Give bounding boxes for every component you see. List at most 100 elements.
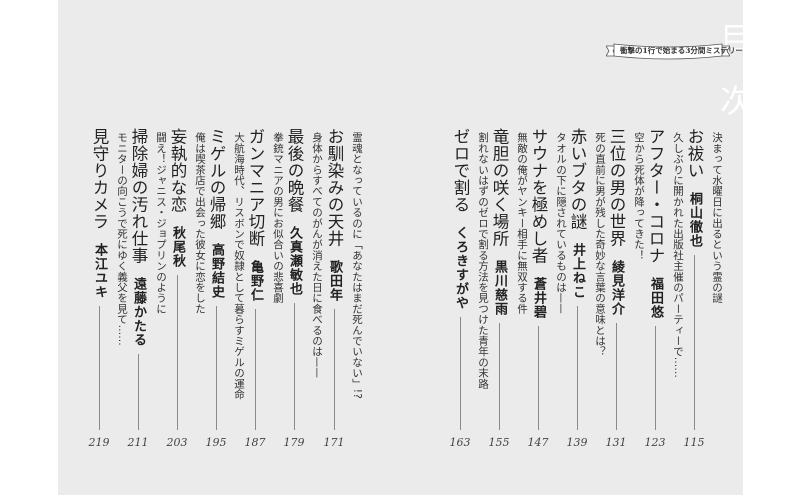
entry-title-column: 竜胆の咲く場所 黒川慈雨 <box>488 128 510 430</box>
page-number: 187 <box>244 436 266 449</box>
entry-title[interactable]: ゼロで割る <box>451 128 470 213</box>
toc-entry[interactable]: 決まって水曜日に出るという霊の謎 お祓い 桐山徹也 <box>683 128 723 430</box>
page-background <box>58 0 743 495</box>
entry-subtitle: 大航海時代、リスボンで奴隷として暮らすミゲルの運命 <box>233 132 245 400</box>
entry-title[interactable]: ミゲルの帰郷 <box>207 128 226 230</box>
page-number: 219 <box>88 436 110 449</box>
toc-entry[interactable]: 霊魂となっているのに「あなたはまだ死んでいない」!? お馴染みの天井 歌田年 <box>323 128 363 430</box>
entry-title-column: ミゲルの帰郷 高野結史 <box>205 128 227 430</box>
leader-line <box>615 323 617 430</box>
entry-title-column: 妄執的な恋 秋尾秋 <box>166 128 188 430</box>
entry-title-column: 最後の晩餐 久真瀬敏也 <box>283 128 305 430</box>
entry-title-column: サウナを極めし者 蒼井碧 <box>527 128 549 430</box>
entry-title[interactable]: お祓い <box>685 128 704 179</box>
leader-line <box>537 326 539 430</box>
entry-title[interactable]: 見守りカメラ <box>90 128 109 230</box>
entry-title[interactable]: お馴染みの天井 <box>325 128 344 247</box>
entry-subtitle: 空から死体が降ってきた！ <box>633 132 645 261</box>
entry-author: 福田悠 <box>648 277 663 319</box>
entry-author: 綾見洋介 <box>609 260 624 316</box>
ribbon-banner: 衝撃の1行で始まる3分間ミステリー <box>606 42 743 60</box>
entry-title[interactable]: 竜胆の咲く場所 <box>490 128 509 247</box>
leader-line <box>333 309 335 430</box>
leader-line <box>576 306 578 430</box>
toc-entry[interactable]: 拳銃マニアの男にお似合いの悲喜劇 ガンマニア切断 亀野仁 <box>244 128 284 430</box>
entry-subtitle: 拳銃マニアの男にお似合いの悲喜劇 <box>272 132 284 304</box>
entry-author: 遠藤かたる <box>131 277 146 347</box>
entry-author: 本江ユキ <box>92 243 107 299</box>
leader-line <box>254 309 256 430</box>
banner-text: 衝撃の1行で始まる3分間ミステリー <box>620 46 743 55</box>
page-number: 211 <box>127 436 149 449</box>
entry-author: 蒼井碧 <box>531 277 546 319</box>
heading-char-2: 次 <box>720 82 753 120</box>
page-number: 171 <box>323 436 345 449</box>
toc-entry[interactable]: 大航海時代、リスボンで奴隷として暮らすミゲルの運命 ミゲルの帰郷 高野結史 <box>205 128 245 430</box>
leader-line <box>498 323 500 430</box>
page-number: 147 <box>527 436 549 449</box>
entry-title-column: ゼロで割る くろきすがや <box>449 128 471 430</box>
leader-line <box>215 306 217 430</box>
toc-entry[interactable]: 久しぶりに開かれた出版社主催のパーティーで…… アフター・コロナ 福田悠 <box>644 128 684 430</box>
entry-title-column: ガンマニア切断 亀野仁 <box>244 128 266 430</box>
page-number: 123 <box>644 436 666 449</box>
ribbon-icon <box>606 43 730 60</box>
entry-title-column: お祓い 桐山徹也 <box>683 128 705 430</box>
entry-title[interactable]: 最後の晩餐 <box>285 128 304 213</box>
entry-author: 黒川慈雨 <box>492 260 507 316</box>
entry-title-column: お馴染みの天井 歌田年 <box>323 128 345 430</box>
entry-subtitle: 闘え！ジャニス・ジョプリンのように <box>155 132 167 314</box>
toc-entry[interactable]: 空から死体が降ってきた！ 三位の男の世界 綾見洋介 <box>605 128 645 430</box>
entry-subtitle: 久しぶりに開かれた出版社主催のパーティーで…… <box>672 132 684 379</box>
entry-author: 桐山徹也 <box>687 192 702 248</box>
entry-subtitle: 決まって水曜日に出るという霊の謎 <box>711 132 723 304</box>
entry-title-column: 赤いブタの謎 井上ねこ <box>566 128 588 430</box>
toc-entry[interactable]: 割れないはずのゼロで割る方法を見つけた青年の末路 ゼロで割る くろきすがや <box>449 128 489 430</box>
page-number: 131 <box>605 436 627 449</box>
leader-line <box>137 354 139 430</box>
entry-subtitle: 死の直前に男が残した奇妙な言葉の意味とは？ <box>594 132 606 357</box>
toc-entry[interactable]: 闘え！ジャニス・ジョプリンのように 掃除婦の汚れ仕事 遠藤かたる <box>127 128 167 430</box>
entry-subtitle: 身体からすべてのがんが消えた日に食べるのは—— <box>311 132 323 379</box>
entry-title[interactable]: 掃除婦の汚れ仕事 <box>129 128 148 264</box>
entry-author: 亀野仁 <box>248 260 263 302</box>
entry-title-column: 掃除婦の汚れ仕事 遠藤かたる <box>127 128 149 430</box>
entry-title[interactable]: ガンマニア切断 <box>246 128 265 247</box>
leader-line <box>459 317 461 430</box>
entry-title[interactable]: 三位の男の世界 <box>607 128 626 247</box>
leader-line <box>176 275 178 430</box>
toc-entry[interactable]: 俺は喫茶店で出会った彼女に恋をした 妄執的な恋 秋尾秋 <box>166 128 206 430</box>
entry-subtitle: 無敵の俺がヤンキー相手に無双する件 <box>516 132 528 314</box>
entry-title-column: アフター・コロナ 福田悠 <box>644 128 666 430</box>
page-number: 163 <box>449 436 471 449</box>
entry-subtitle: 霊魂となっているのに「あなたはまだ死んでいない」!? <box>351 132 363 399</box>
page-number: 179 <box>283 436 305 449</box>
entry-author: 高野結史 <box>209 243 224 299</box>
page-number: 139 <box>566 436 588 449</box>
toc-entry[interactable]: 死の直前に男が残した奇妙な言葉の意味とは？ 赤いブタの謎 井上ねこ <box>566 128 606 430</box>
entry-subtitle: 俺は喫茶店で出会った彼女に恋をした <box>194 132 206 314</box>
toc-entry[interactable]: 無敵の俺がヤンキー相手に無双する件 竜胆の咲く場所 黒川慈雨 <box>488 128 528 430</box>
entry-author: 井上ねこ <box>570 243 585 299</box>
toc-entry[interactable]: モニターの向こうで死にゆく義父を見て…… 見守りカメラ 本江ユキ <box>88 128 128 430</box>
entry-subtitle: タオルの下に隠されているものは—— <box>555 132 567 314</box>
entry-subtitle: モニターの向こうで死にゆく義父を見て…… <box>116 132 128 346</box>
leader-line <box>293 303 295 430</box>
entry-title[interactable]: 妄執的な恋 <box>168 128 187 213</box>
entry-title-column: 見守りカメラ 本江ユキ <box>88 128 110 430</box>
leader-line <box>654 326 656 430</box>
entry-title-column: 三位の男の世界 綾見洋介 <box>605 128 627 430</box>
entry-author: くろきすがや <box>453 226 468 310</box>
entry-subtitle: 割れないはずのゼロで割る方法を見つけた青年の末路 <box>477 132 489 389</box>
entry-title[interactable]: 赤いブタの謎 <box>568 128 587 230</box>
page-number: 203 <box>166 436 188 449</box>
page-number: 155 <box>488 436 510 449</box>
page-number: 195 <box>205 436 227 449</box>
toc-entry[interactable]: タオルの下に隠されているものは—— サウナを極めし者 蒼井碧 <box>527 128 567 430</box>
entry-author: 秋尾秋 <box>170 226 185 268</box>
page-number: 115 <box>683 436 705 449</box>
toc-entry[interactable]: 身体からすべてのがんが消えた日に食べるのは—— 最後の晩餐 久真瀬敏也 <box>283 128 323 430</box>
entry-title[interactable]: サウナを極めし者 <box>529 128 548 264</box>
entry-title[interactable]: アフター・コロナ <box>646 128 665 264</box>
entry-author: 歌田年 <box>327 260 342 302</box>
